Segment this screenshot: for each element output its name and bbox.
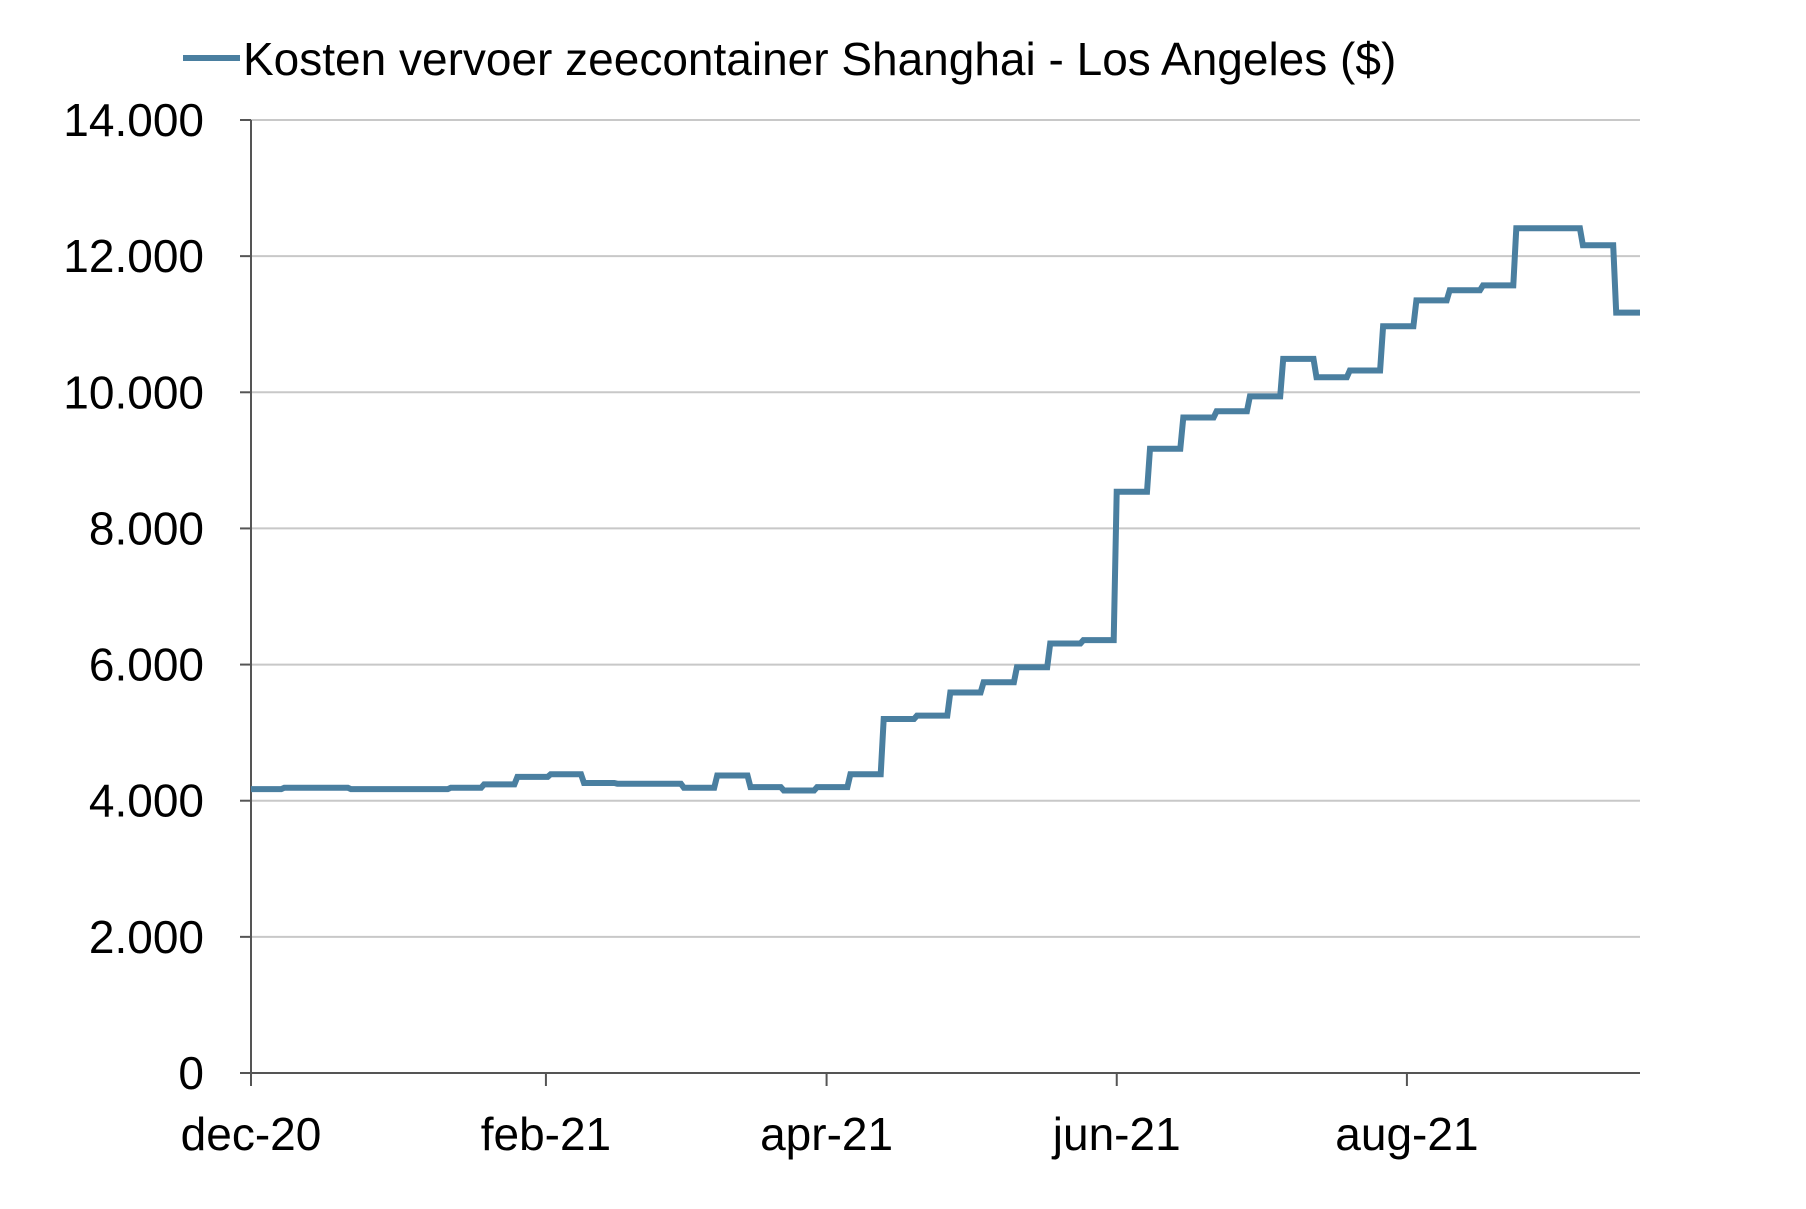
y-tick-label: 6.000: [89, 639, 204, 691]
series-line: [251, 225, 1640, 794]
y-tick-label: 8.000: [89, 502, 204, 554]
y-tick-label: 4.000: [89, 775, 204, 827]
x-tick-label: jun-21: [1051, 1108, 1181, 1160]
x-tick-label: aug-21: [1335, 1108, 1478, 1160]
y-tick-label: 2.000: [89, 911, 204, 963]
x-axis-ticks: dec-20 feb-21 apr-21 jun-21 aug-21: [181, 1073, 1479, 1160]
legend-label: Kosten vervoer zeecontainer Shanghai - L…: [243, 33, 1396, 85]
axes: [250, 120, 1640, 1074]
y-tick-label: 10.000: [63, 366, 204, 418]
legend: Kosten vervoer zeecontainer Shanghai - L…: [183, 33, 1396, 85]
series-group: [251, 225, 1640, 794]
gridlines: [251, 119, 1640, 938]
x-tick-label: apr-21: [760, 1108, 893, 1160]
x-tick-label: feb-21: [481, 1108, 611, 1160]
y-tick-label: 14.000: [63, 94, 204, 146]
y-axis-ticks: 0 2.000 4.000 6.000 8.000 10.000 12.000 14.000: [63, 94, 251, 1099]
x-tick-label: dec-20: [181, 1108, 322, 1160]
y-tick-label: 12.000: [63, 230, 204, 282]
y-tick-label: 0: [178, 1047, 204, 1099]
